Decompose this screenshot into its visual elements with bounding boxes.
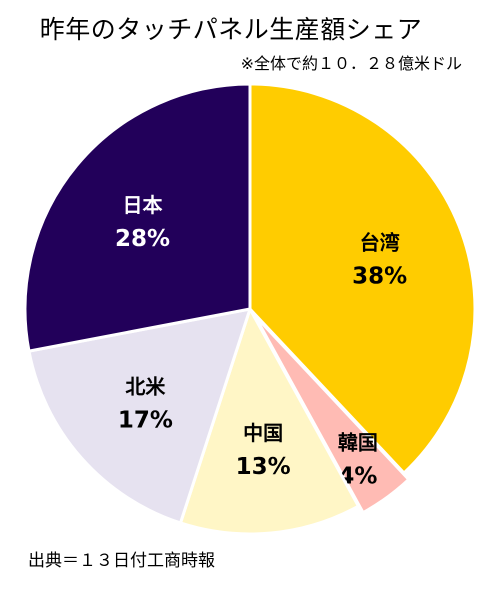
slice-label-0: 台湾 (360, 231, 400, 255)
pie-slice-4 (23, 82, 252, 353)
pie-slice-0 (248, 82, 477, 475)
slice-value-4: 28% (115, 226, 170, 252)
pie-slice-2 (178, 307, 360, 536)
pie-slice-3 (27, 307, 252, 525)
pie-slice-1 (253, 313, 411, 515)
chart-subtitle: ※全体で約１０．２８億米ドル (240, 54, 462, 73)
chart-title: 昨年のタッチパネル生産額シェア (39, 15, 423, 44)
slice-value-0: 38% (352, 264, 407, 290)
slice-value-3: 17% (118, 407, 173, 433)
slice-value-2: 13% (236, 454, 291, 480)
slice-label-3: 北米 (125, 374, 166, 398)
slice-label-4: 日本 (123, 193, 163, 217)
slice-label-1: 韓国 (338, 430, 378, 454)
slice-label-2: 中国 (243, 421, 283, 445)
chart-source: 出典＝１３日付工商時報 (28, 551, 215, 571)
